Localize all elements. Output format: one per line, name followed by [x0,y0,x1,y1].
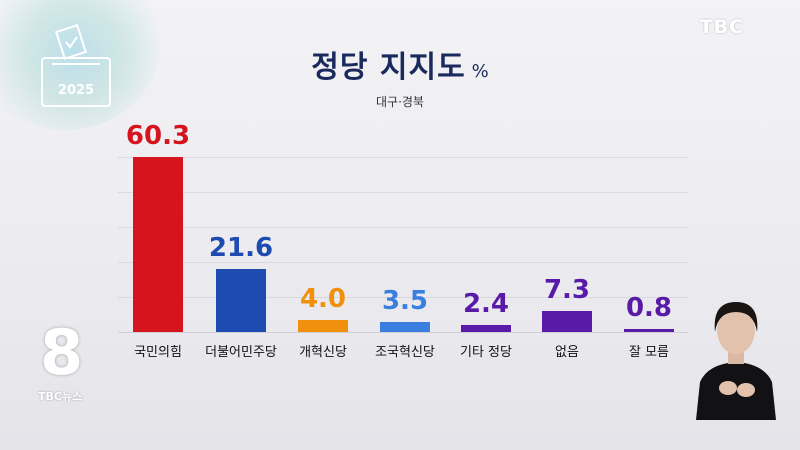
category-label: 국민의힘 [134,345,182,360]
news-logo: TBC뉴스 [38,390,83,403]
bar-value-label: 60.3 [125,121,191,151]
bar-7 [624,329,674,332]
grid-line [118,262,688,263]
category-label: 없음 [555,345,579,360]
bar-4 [380,321,430,332]
program-logo: 8 TBC뉴스 [32,318,92,408]
category-label: 잘 모름 [628,345,669,360]
ballot-box-year: 2025 [58,83,94,98]
bar-2 [216,269,266,332]
bar-5 [461,325,511,332]
bar-1 [133,157,183,332]
grid-line [118,297,688,298]
category-label: 더불어민주당 [205,345,277,360]
bar-value-label: 7.3 [543,274,591,305]
ballot-box-icon: 2025 [41,24,111,107]
category-label: 기타 정당 [460,345,512,360]
grid-line [118,192,688,193]
grid-line [118,227,688,228]
bar-3 [298,320,348,332]
chart-header: 정당 지지도% [0,42,800,86]
category-label: 조국혁신당 [375,345,435,360]
bar-value-label: 21.6 [208,233,274,264]
bar-value-label: 4.0 [299,284,347,315]
bar-value-label: 0.8 [625,293,673,323]
program-number: 8 [40,316,84,389]
category-label: 개혁신당 [299,345,347,360]
chart-baseline [118,332,688,333]
channel-logo: TBC [699,16,744,38]
bar-value-label: 2.4 [462,289,510,320]
grid-line [118,157,688,158]
bar-value-label: 3.5 [381,285,429,316]
chart-title: 정당 지지도 [311,50,466,85]
chart-unit: % [471,61,489,82]
sign-language-interpreter [696,302,776,420]
bar-6 [542,310,592,332]
chart-subtitle: 대구·경북 [376,95,424,109]
